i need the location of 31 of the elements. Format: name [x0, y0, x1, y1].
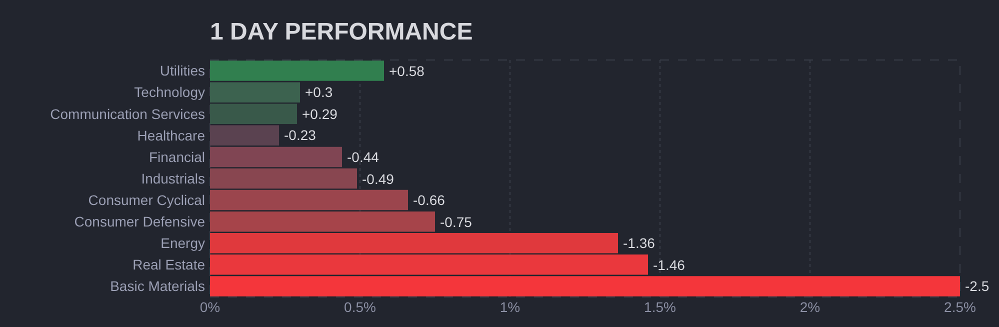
y-tick-label: Basic Materials: [110, 278, 205, 294]
y-tick-label: Real Estate: [132, 256, 206, 273]
x-tick-label: 0%: [200, 299, 220, 315]
y-tick-label: Consumer Defensive: [74, 213, 206, 230]
data-label: +0.58: [389, 63, 425, 79]
x-tick-label: 1%: [500, 299, 520, 315]
x-tick-label: 2%: [800, 299, 820, 315]
x-tick-label: 1.5%: [644, 299, 676, 315]
y-tick-label: Energy: [160, 235, 205, 252]
x-tick-label: 2.5%: [944, 299, 976, 315]
bar: [210, 125, 279, 146]
y-tick-label: Communication Services: [50, 106, 205, 122]
y-tick-label: Consumer Cyclical: [88, 192, 205, 208]
data-label: -1.46: [653, 257, 686, 273]
y-tick-label: Financial: [148, 148, 205, 165]
data-label: +0.29: [302, 106, 338, 122]
y-tick-label: Technology: [134, 84, 205, 100]
data-label: -2.5: [965, 278, 990, 294]
data-label: -0.49: [362, 171, 394, 187]
data-label: -0.66: [413, 192, 446, 208]
data-label: +0.3: [305, 84, 333, 100]
x-tick-label: 0.5%: [344, 299, 376, 315]
data-label: -0.23: [284, 127, 316, 143]
data-label: -1.36: [623, 235, 656, 251]
y-tick-label: Healthcare: [137, 127, 206, 144]
data-label: -0.75: [440, 214, 472, 230]
data-label: -0.44: [347, 149, 380, 165]
bar: [210, 60, 384, 81]
y-tick-label: Industrials: [141, 170, 205, 186]
chart-title: 1 DAY PERFORMANCE: [210, 18, 473, 46]
y-tick-label: Utilities: [160, 62, 205, 79]
